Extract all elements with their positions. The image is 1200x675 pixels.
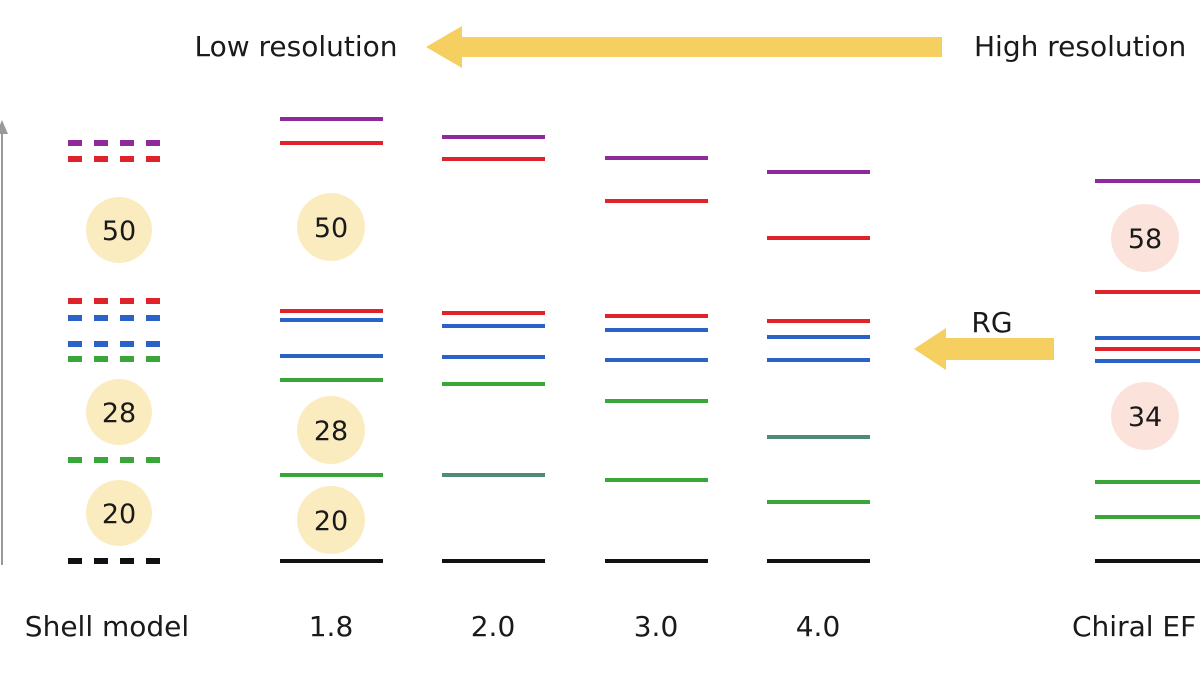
magic-number-bubble [86, 379, 152, 445]
magic-number: 28 [314, 416, 348, 447]
column-label: 2.0 [471, 610, 516, 643]
resolution-arrow [426, 26, 942, 68]
magic-number-bubble [297, 486, 365, 554]
magic-number-bubble [86, 480, 152, 546]
column-2-0: 2.0 [442, 135, 545, 643]
column-4-0: 4.0 [767, 170, 870, 643]
resolution-header: Low resolution High resolution [194, 26, 1186, 68]
magic-number: 50 [314, 213, 348, 244]
magic-number: 34 [1128, 402, 1162, 433]
column-shell-model: 50 28 20 Shell model [25, 140, 189, 643]
rg-arrow-group: RG [914, 306, 1054, 370]
column-1-8: 50 28 20 1.8 [280, 117, 383, 643]
column-label: Shell model [25, 610, 189, 643]
rg-label: RG [971, 306, 1012, 339]
column-chiral-eft: 58 34 Chiral EF [1072, 179, 1200, 643]
magic-number: 28 [102, 398, 136, 429]
energy-axis [0, 120, 8, 565]
column-label: 1.8 [309, 610, 354, 643]
magic-number-bubble [297, 193, 365, 261]
column-label: 4.0 [796, 610, 841, 643]
column-3-0: 3.0 [605, 156, 708, 643]
magic-number-bubble [1111, 204, 1179, 272]
magic-number: 58 [1128, 224, 1162, 255]
magic-number: 50 [102, 216, 136, 247]
column-label: Chiral EF [1072, 610, 1196, 643]
column-label: 3.0 [634, 610, 679, 643]
rg-arrow [914, 328, 1054, 370]
magic-number-bubble [297, 396, 365, 464]
magic-number: 20 [102, 499, 136, 530]
magic-number-bubble [1111, 382, 1179, 450]
low-resolution-label: Low resolution [194, 30, 397, 63]
high-resolution-label: High resolution [974, 30, 1186, 63]
energy-axis-arrowhead [0, 120, 8, 134]
magic-number-bubble [86, 197, 152, 263]
magic-number: 20 [314, 506, 348, 537]
